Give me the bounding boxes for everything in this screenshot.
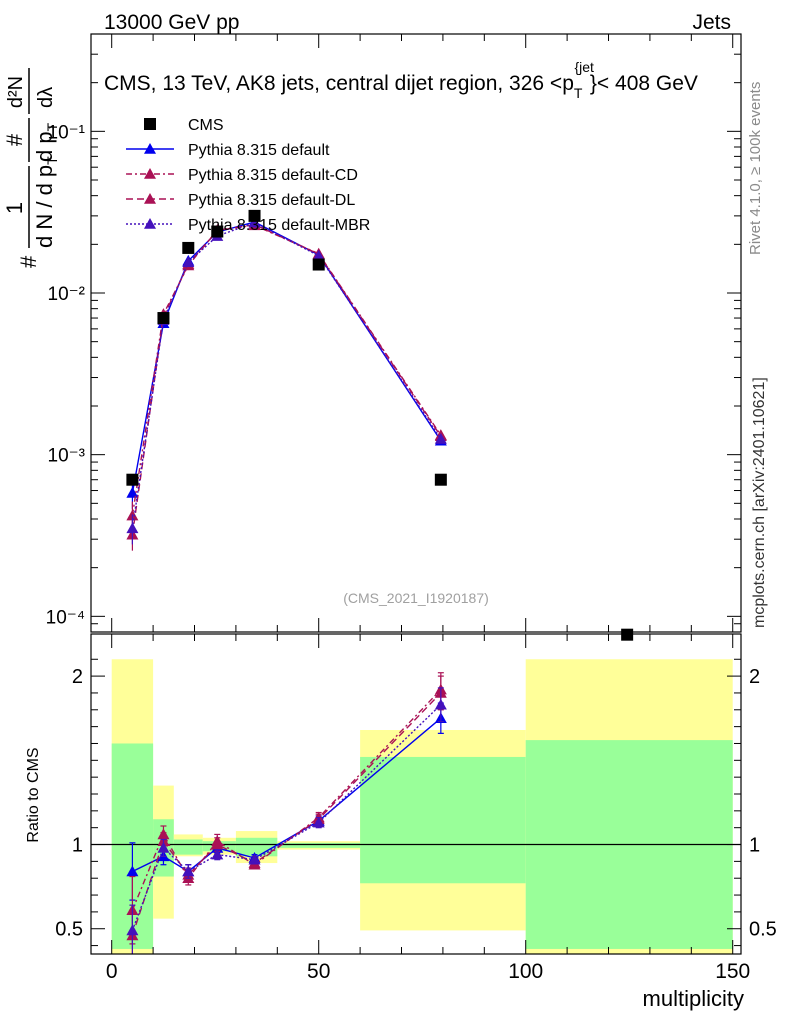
ratio-y-axis-label: Ratio to CMS <box>25 747 42 842</box>
series-point-mbr <box>312 249 325 261</box>
x-axis-label: multiplicity <box>643 986 744 1011</box>
legend-label: CMS <box>188 117 224 134</box>
x-tick-label: 100 <box>508 960 543 983</box>
plot-title-tail: }< 408 GeV <box>590 72 698 95</box>
main-panel-axes: 10⁻⁴ 10⁻³ 10⁻² 10⁻¹ <box>46 33 742 641</box>
header-observable: Jets <box>692 11 731 34</box>
ratio-band-inner <box>277 842 361 848</box>
cms-data-point <box>312 258 325 271</box>
ratio-point-dl <box>211 838 224 850</box>
y-label-hash: # <box>16 255 41 268</box>
plot-title: CMS, 13 TeV, AK8 jets, central dijet reg… <box>104 59 698 101</box>
legend-label: Pythia 8.315 default-DL <box>188 192 355 209</box>
ratio-panel-axes: 0.5 0.5 1 1 2 2 0 50 100 150 <box>55 633 777 983</box>
ratio-point-mbr <box>211 848 224 860</box>
legend-label: Pythia 8.315 default-MBR <box>188 217 370 234</box>
ratio-band-inner <box>235 837 278 857</box>
rivet-version-label: Rivet 4.1.0, ≥ 100k events <box>747 82 764 255</box>
plot-title-main: CMS, 13 TeV, AK8 jets, central dijet reg… <box>104 72 574 95</box>
y-label-frac3-den: dλ <box>35 87 57 108</box>
main-y-tick-label: 10⁻¹ <box>48 122 86 143</box>
cms-data-point <box>182 241 195 254</box>
main-frame <box>90 33 742 633</box>
ratio-band-inner <box>360 756 526 884</box>
legend-marker-dl <box>144 193 156 204</box>
x-tick-label: 50 <box>307 960 330 983</box>
ratio-y-tick-label: 1 <box>72 835 83 857</box>
main-panel-data-points <box>126 209 447 486</box>
legend-marker-default <box>144 143 156 154</box>
cms-data-point <box>211 225 224 238</box>
ratio-y-tick-label: 0.5 <box>55 919 83 941</box>
ratio-y-tick-label-right: 2 <box>749 666 760 688</box>
main-y-tick-label: 10⁻⁴ <box>46 607 85 628</box>
main-y-axis-label: # 1 d N / d pT # d pT d²N dλ <box>2 68 60 268</box>
ratio-panel-uncertainty-bands <box>111 659 733 954</box>
ratio-point-mbr <box>126 924 139 936</box>
cms-data-point <box>157 312 170 325</box>
series-point-default <box>126 486 139 498</box>
main-panel-area <box>91 34 741 632</box>
y-label-frac1-den: d N / d pT <box>32 156 60 248</box>
ratio-y-tick-label-right: 0.5 <box>749 919 777 941</box>
legend-marker-data <box>144 118 156 130</box>
ratio-band-inner <box>173 839 203 855</box>
ratio-y-tick-label-right: 1 <box>749 835 760 857</box>
mcplots-label: mcplots.cern.ch [arXiv:2401.10621] <box>751 377 768 628</box>
plot-title-sup: {jet <box>574 59 594 75</box>
y-label-frac3-num: d²N <box>5 76 27 108</box>
main-panel-background <box>91 34 741 632</box>
legend-marker-mbr <box>144 218 156 229</box>
legend: CMS Pythia 8.315 default Pythia 8.315 defa… <box>126 117 370 234</box>
legend-label: Pythia 8.315 default <box>188 142 330 159</box>
series-point-mbr <box>126 522 139 534</box>
ratio-point-mbr <box>312 816 325 828</box>
main-y-tick-label: 10⁻³ <box>48 446 86 467</box>
ratio-panel-series <box>91 672 741 954</box>
x-tick-label: 150 <box>715 960 750 983</box>
cms-data-point <box>621 628 634 641</box>
cms-data-point <box>126 473 139 486</box>
plot-title-sub: T <box>574 85 583 101</box>
ratio-point-mbr <box>157 841 170 853</box>
legend-label: Pythia 8.315 default-CD <box>188 167 358 184</box>
header-process: 13000 GeV pp <box>104 11 239 34</box>
ratio-point-mbr <box>182 865 195 877</box>
ratio-point-mbr <box>248 853 261 865</box>
y-label-frac2-num: # <box>2 133 27 146</box>
ratio-y-tick-label: 2 <box>72 666 83 688</box>
analysis-watermark: (CMS_2021_I1920187) <box>343 590 489 606</box>
legend-marker-cd <box>144 168 156 179</box>
y-label-frac2-den: d pT <box>32 122 60 162</box>
series-point-mbr <box>434 432 447 444</box>
cms-data-point <box>434 473 447 486</box>
series-point-mbr <box>248 216 261 228</box>
cms-data-point <box>248 209 261 222</box>
x-tick-label: 0 <box>106 960 118 983</box>
series-point-mbr <box>182 256 195 268</box>
ratio-point-default <box>126 865 139 877</box>
ratio-point-mbr <box>434 698 447 710</box>
y-label-frac1-num: 1 <box>2 202 27 214</box>
main-y-tick-label: 10⁻² <box>48 284 86 305</box>
